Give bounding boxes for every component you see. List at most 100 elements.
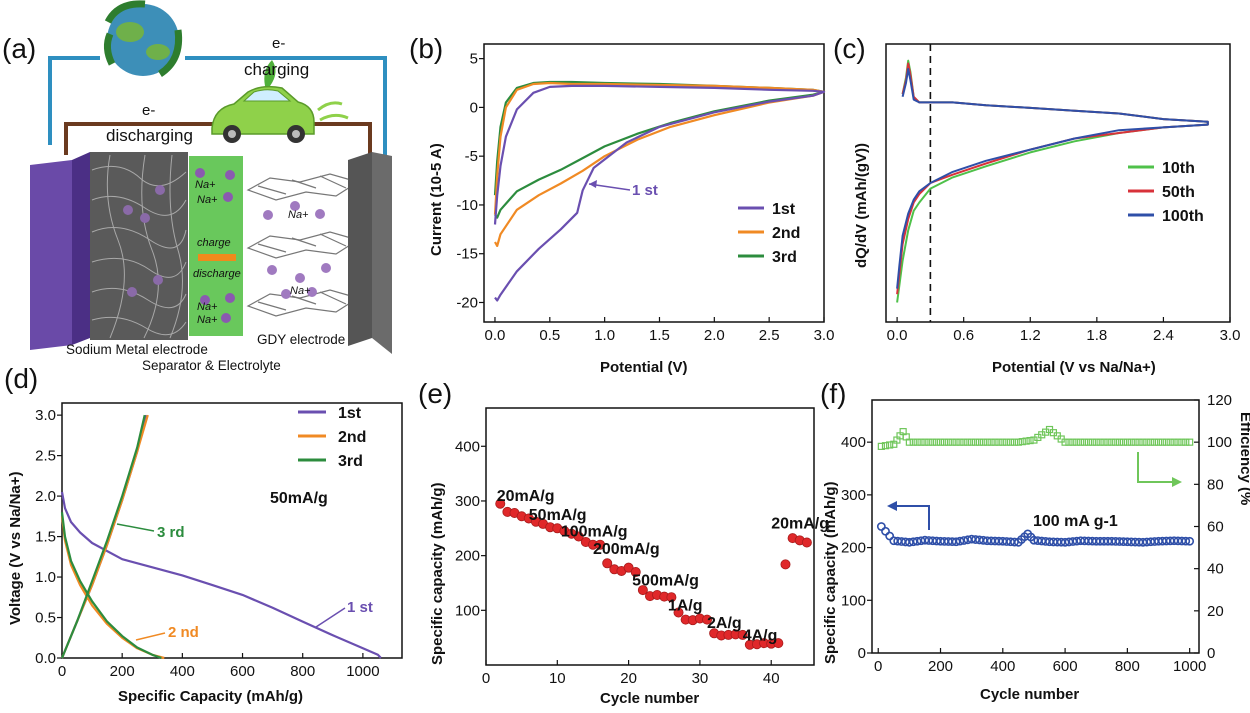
panel-label-d: (d) <box>4 363 38 394</box>
capacity-point <box>495 498 506 509</box>
panel-label-e: (e) <box>418 378 452 409</box>
f-xtick-label: 600 <box>1053 658 1078 675</box>
f-right-ytick-label: 60 <box>1207 519 1224 536</box>
legend-label-3rd: 3rd <box>772 249 797 266</box>
f-right-ytick-label: 20 <box>1207 603 1224 620</box>
right-axis-arrowhead-f <box>1172 477 1182 487</box>
ion-transport-arrow <box>198 254 236 261</box>
na-ion-label-2: Na+ <box>197 194 218 206</box>
capacity-point <box>666 592 677 603</box>
rate-step-label: 50mA/g <box>529 507 587 524</box>
efficiency-point <box>968 438 976 446</box>
d-xtick-label: 600 <box>230 663 255 680</box>
rate-step-label: 200mA/g <box>593 541 660 558</box>
c-xtick-label: 0.6 <box>953 327 974 344</box>
d-ytick-label: 0.5 <box>35 610 56 627</box>
efficiency-point <box>1139 438 1147 446</box>
separator-layer <box>189 156 243 336</box>
discharge-wire-right <box>300 122 372 160</box>
x-axis-label-e: Cycle number <box>600 690 699 707</box>
efficiency-point <box>1115 438 1124 446</box>
b-xtick-label: 0.5 <box>539 327 560 344</box>
d-xtick-label: 1000 <box>346 663 379 680</box>
efficiency-point <box>991 438 999 446</box>
d-ytick-label: 0.0 <box>35 650 56 667</box>
efficiency-point <box>1127 438 1135 446</box>
capacity-point <box>737 629 748 640</box>
rate-step-label: 100mA/g <box>561 524 628 541</box>
f-xtick-label: 1000 <box>1173 658 1206 675</box>
efficiency-point <box>975 438 984 446</box>
d-xtick-label: 800 <box>290 663 315 680</box>
efficiency-point <box>921 438 929 446</box>
annotation-1st-b: 1 st <box>632 182 658 199</box>
y-axis-label-c: dQ/dV (mAh/(gV)) <box>853 143 870 268</box>
c-xtick-label: 1.2 <box>1020 327 1041 344</box>
c-xtick-label: 3.0 <box>1220 327 1241 344</box>
efficiency-point <box>886 441 894 449</box>
b-ytick-label: -10 <box>456 197 478 214</box>
efficiency-point <box>1112 438 1120 446</box>
f-right-ytick-label: 80 <box>1207 476 1224 493</box>
efficiency-point <box>964 438 972 446</box>
f-xtick-label: 400 <box>990 658 1015 675</box>
e-ytick-label: 200 <box>455 548 480 565</box>
rate-label-f: 100 mA g-1 <box>1033 513 1118 530</box>
left-axis-arrowhead-f <box>887 501 897 511</box>
cv-chart-panel-b: 0.0 0.5 1.0 1.5 2.0 2.5 3.0 5 0 -5 -10 -15 -20 Poten… <box>428 43 834 376</box>
f-ytick-label: 400 <box>841 434 866 451</box>
efficiency-point <box>940 438 949 446</box>
f-ytick-label: 100 <box>841 592 866 609</box>
b-xtick-label: 2.0 <box>704 327 725 344</box>
y-axis-right-label-f: Efficiency (% <box>1237 412 1250 505</box>
e-ytick-label: 300 <box>455 493 480 510</box>
efficiency-point <box>925 438 933 446</box>
charge-discharge-panel-d: 0 200 400 600 800 1000 0.0 0.5 1.0 1.5 2.0 2.5 3.0 S… <box>7 402 403 705</box>
dqdv-curve-50th <box>896 62 1209 295</box>
efficiency-point <box>905 438 913 446</box>
capacity-point <box>780 559 791 570</box>
legend-label-1st: 1st <box>772 201 796 218</box>
dqdv-curve-100th <box>896 68 1209 289</box>
efficiency-point <box>1003 438 1011 446</box>
f-right-ytick-label: 40 <box>1207 561 1224 578</box>
e-xtick-label: 40 <box>763 670 780 687</box>
c-xtick-label: 2.4 <box>1153 327 1174 344</box>
capacity-point <box>673 607 684 618</box>
efficiency-point <box>1162 438 1170 446</box>
capacity-point <box>1181 536 1191 546</box>
annotation-arrow-1st-d <box>315 607 346 628</box>
annotation-2nd-d: 2 nd <box>168 624 199 641</box>
efficiency-point <box>913 438 921 446</box>
capacity-point <box>630 567 641 578</box>
capacity-point <box>595 539 606 550</box>
d-ytick-label: 2.5 <box>35 448 56 465</box>
e-xtick-label: 0 <box>482 670 490 687</box>
plot-frame-c <box>885 43 1231 323</box>
panel-label-a: (a) <box>2 33 36 64</box>
efficiency-point <box>1069 438 1077 446</box>
capacity-point <box>885 531 895 541</box>
efficiency-point <box>909 438 917 446</box>
gdy-electrode-plate <box>372 152 392 354</box>
e-xtick-label: 10 <box>549 670 566 687</box>
efficiency-point <box>956 438 964 446</box>
d-xtick-label: 200 <box>110 663 135 680</box>
efficiency-point <box>1080 438 1089 446</box>
b-ytick-label: -15 <box>456 246 478 263</box>
d-ytick-label: 1.5 <box>35 529 56 546</box>
efficiency-point <box>1084 438 1093 446</box>
f-right-ytick-label: 120 <box>1207 392 1232 409</box>
charge-wire-right <box>185 56 387 155</box>
sodium-electrode-label: Sodium Metal electrode <box>66 342 208 357</box>
efficiency-point <box>1158 438 1167 446</box>
efficiency-point <box>995 438 1003 446</box>
f-right-ytick-label: 100 <box>1207 434 1232 451</box>
capacity-point <box>1185 536 1195 546</box>
efficiency-point <box>881 442 890 450</box>
efficiency-point <box>1073 438 1081 446</box>
legend-label-2nd: 2nd <box>338 429 366 446</box>
discharging-label: discharging <box>106 126 193 145</box>
efficiency-point <box>1010 438 1019 446</box>
